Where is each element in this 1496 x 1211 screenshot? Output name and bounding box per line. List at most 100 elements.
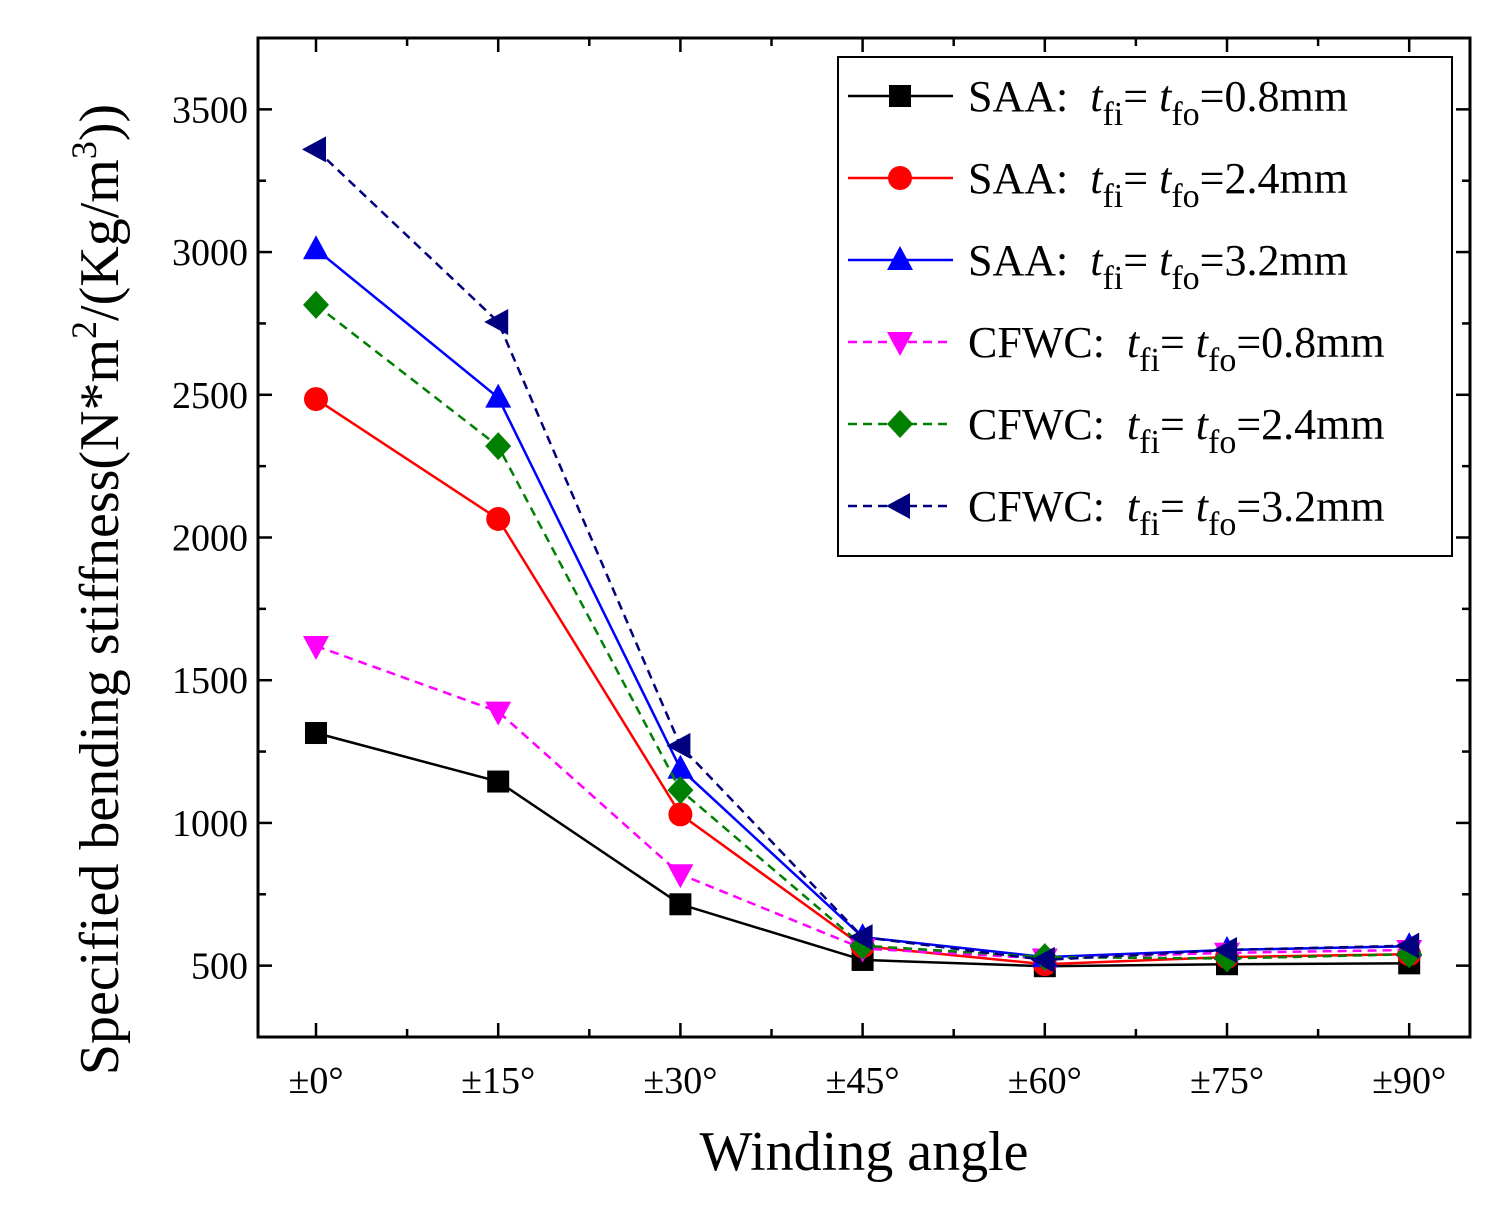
y-title-superscript: 3 (64, 141, 104, 159)
legend-thickness: =3.2mm (1200, 236, 1348, 285)
legend-thickness: =3.2mm (1236, 482, 1384, 531)
legend-series-prefix: SAA: (968, 236, 1090, 285)
legend-symbol: t (1159, 236, 1173, 285)
legend-series-prefix: SAA: (968, 154, 1090, 203)
data-point (484, 309, 509, 336)
x-tick-label: ±30° (643, 1060, 717, 1102)
legend-entry: CFWC: tfi= tfo=3.2mm (848, 482, 1385, 543)
y-tick-label: 2000 (172, 518, 248, 560)
legend-subscript: fo (1171, 178, 1199, 215)
y-tick-label: 1500 (172, 660, 248, 702)
legend-series-prefix: CFWC: (968, 400, 1127, 449)
data-point (1213, 936, 1237, 963)
legend-marker (886, 493, 910, 519)
y-title-part: Specified bending stiffness(N*m (69, 339, 131, 1075)
data-point (666, 732, 691, 759)
legend-symbol: t (1196, 482, 1210, 531)
legend-symbol: t (1127, 318, 1141, 367)
legend-subscript: fo (1171, 96, 1199, 133)
legend-equals: = (1123, 154, 1159, 203)
legend-subscript: fo (1171, 260, 1199, 297)
legend-symbol: t (1127, 400, 1141, 449)
legend-box (837, 56, 1453, 557)
legend-label: CFWC: tfi= tfo=3.2mm (968, 482, 1385, 543)
legend-symbol: t (1090, 72, 1104, 121)
legend-thickness: =0.8mm (1236, 318, 1384, 367)
legend-thickness: =0.8mm (1200, 72, 1348, 121)
legend-label: SAA: tfi= tfo=3.2mm (968, 236, 1348, 297)
x-tick-label: ±45° (826, 1060, 900, 1102)
y-tick-label: 1000 (172, 803, 248, 845)
legend-subscript: fi (1102, 260, 1123, 297)
data-point (485, 701, 512, 726)
data-point (667, 776, 694, 805)
data-point (303, 235, 329, 260)
legend-subscript: fo (1208, 424, 1236, 461)
data-point (667, 864, 694, 889)
data-point (303, 635, 329, 660)
legend-subscript: fi (1139, 424, 1160, 461)
legend-equals: = (1123, 236, 1159, 285)
legend-symbol: t (1196, 318, 1210, 367)
legend-subscript: fi (1139, 506, 1160, 543)
legend-subscript: fo (1208, 342, 1236, 379)
y-title-superscript: 2 (64, 321, 104, 339)
data-point (1395, 932, 1420, 959)
x-tick-label: ±75° (1190, 1060, 1264, 1102)
legend-series-prefix: CFWC: (968, 482, 1127, 531)
y-axis-title: Specified bending stiffness(N*m2/(Kg/m3)… (64, 104, 131, 1075)
x-tick-label: ±15° (461, 1060, 535, 1102)
legend-thickness: =2.4mm (1200, 154, 1348, 203)
legend-series-prefix: SAA: (968, 72, 1090, 121)
legend-symbol: t (1090, 154, 1104, 203)
legend-subscript: fi (1102, 178, 1123, 215)
legend-series-prefix: CFWC: (968, 318, 1127, 367)
x-tick-label: ±0° (288, 1060, 343, 1102)
legend-marker (887, 246, 913, 270)
data-point (848, 924, 873, 951)
legend-symbol: t (1196, 400, 1210, 449)
x-tick-label: ±60° (1008, 1060, 1082, 1102)
data-point (487, 770, 510, 793)
legend-equals: = (1160, 400, 1196, 449)
y-title-part: /(Kg/m (69, 159, 131, 321)
legend-entry: CFWC: tfi= tfo=2.4mm (848, 400, 1385, 461)
x-tick-label: ±90° (1372, 1060, 1446, 1102)
legend-entry: SAA: tfi= tfo=3.2mm (848, 236, 1348, 297)
data-point (486, 506, 511, 531)
data-point (485, 432, 512, 461)
legend-symbol: t (1127, 482, 1141, 531)
legend-subscript: fo (1208, 506, 1236, 543)
legend-symbol: t (1090, 236, 1104, 285)
legend-label: CFWC: tfi= tfo=0.8mm (968, 318, 1385, 379)
data-point (485, 383, 512, 408)
legend-entry: SAA: tfi= tfo=0.8mm (848, 72, 1348, 133)
legend-thickness: =2.4mm (1236, 400, 1384, 449)
legend-subscript: fi (1102, 96, 1123, 133)
data-point (667, 754, 694, 779)
legend-marker (889, 85, 911, 107)
legend-symbol: t (1159, 72, 1173, 121)
data-point (303, 290, 329, 319)
legend-equals: = (1123, 72, 1159, 121)
legend-entry: SAA: tfi= tfo=2.4mm (848, 154, 1348, 215)
series-line (315, 644, 1410, 960)
series-3 (303, 635, 1423, 973)
data-point (304, 387, 328, 412)
y-tick-label: 500 (191, 946, 248, 988)
legend-marker (888, 166, 912, 190)
data-point (305, 722, 327, 745)
legend-symbol: t (1159, 154, 1173, 203)
legend-equals: = (1160, 482, 1196, 531)
data-point (669, 893, 692, 916)
x-axis-title: Winding angle (700, 1121, 1029, 1183)
data-point (302, 136, 326, 163)
legend-label: SAA: tfi= tfo=0.8mm (968, 72, 1348, 133)
y-title-part: )) (69, 104, 131, 141)
y-tick-label: 3500 (172, 89, 248, 131)
data-point (668, 802, 693, 827)
data-point (1030, 946, 1055, 973)
legend-marker (887, 332, 913, 356)
